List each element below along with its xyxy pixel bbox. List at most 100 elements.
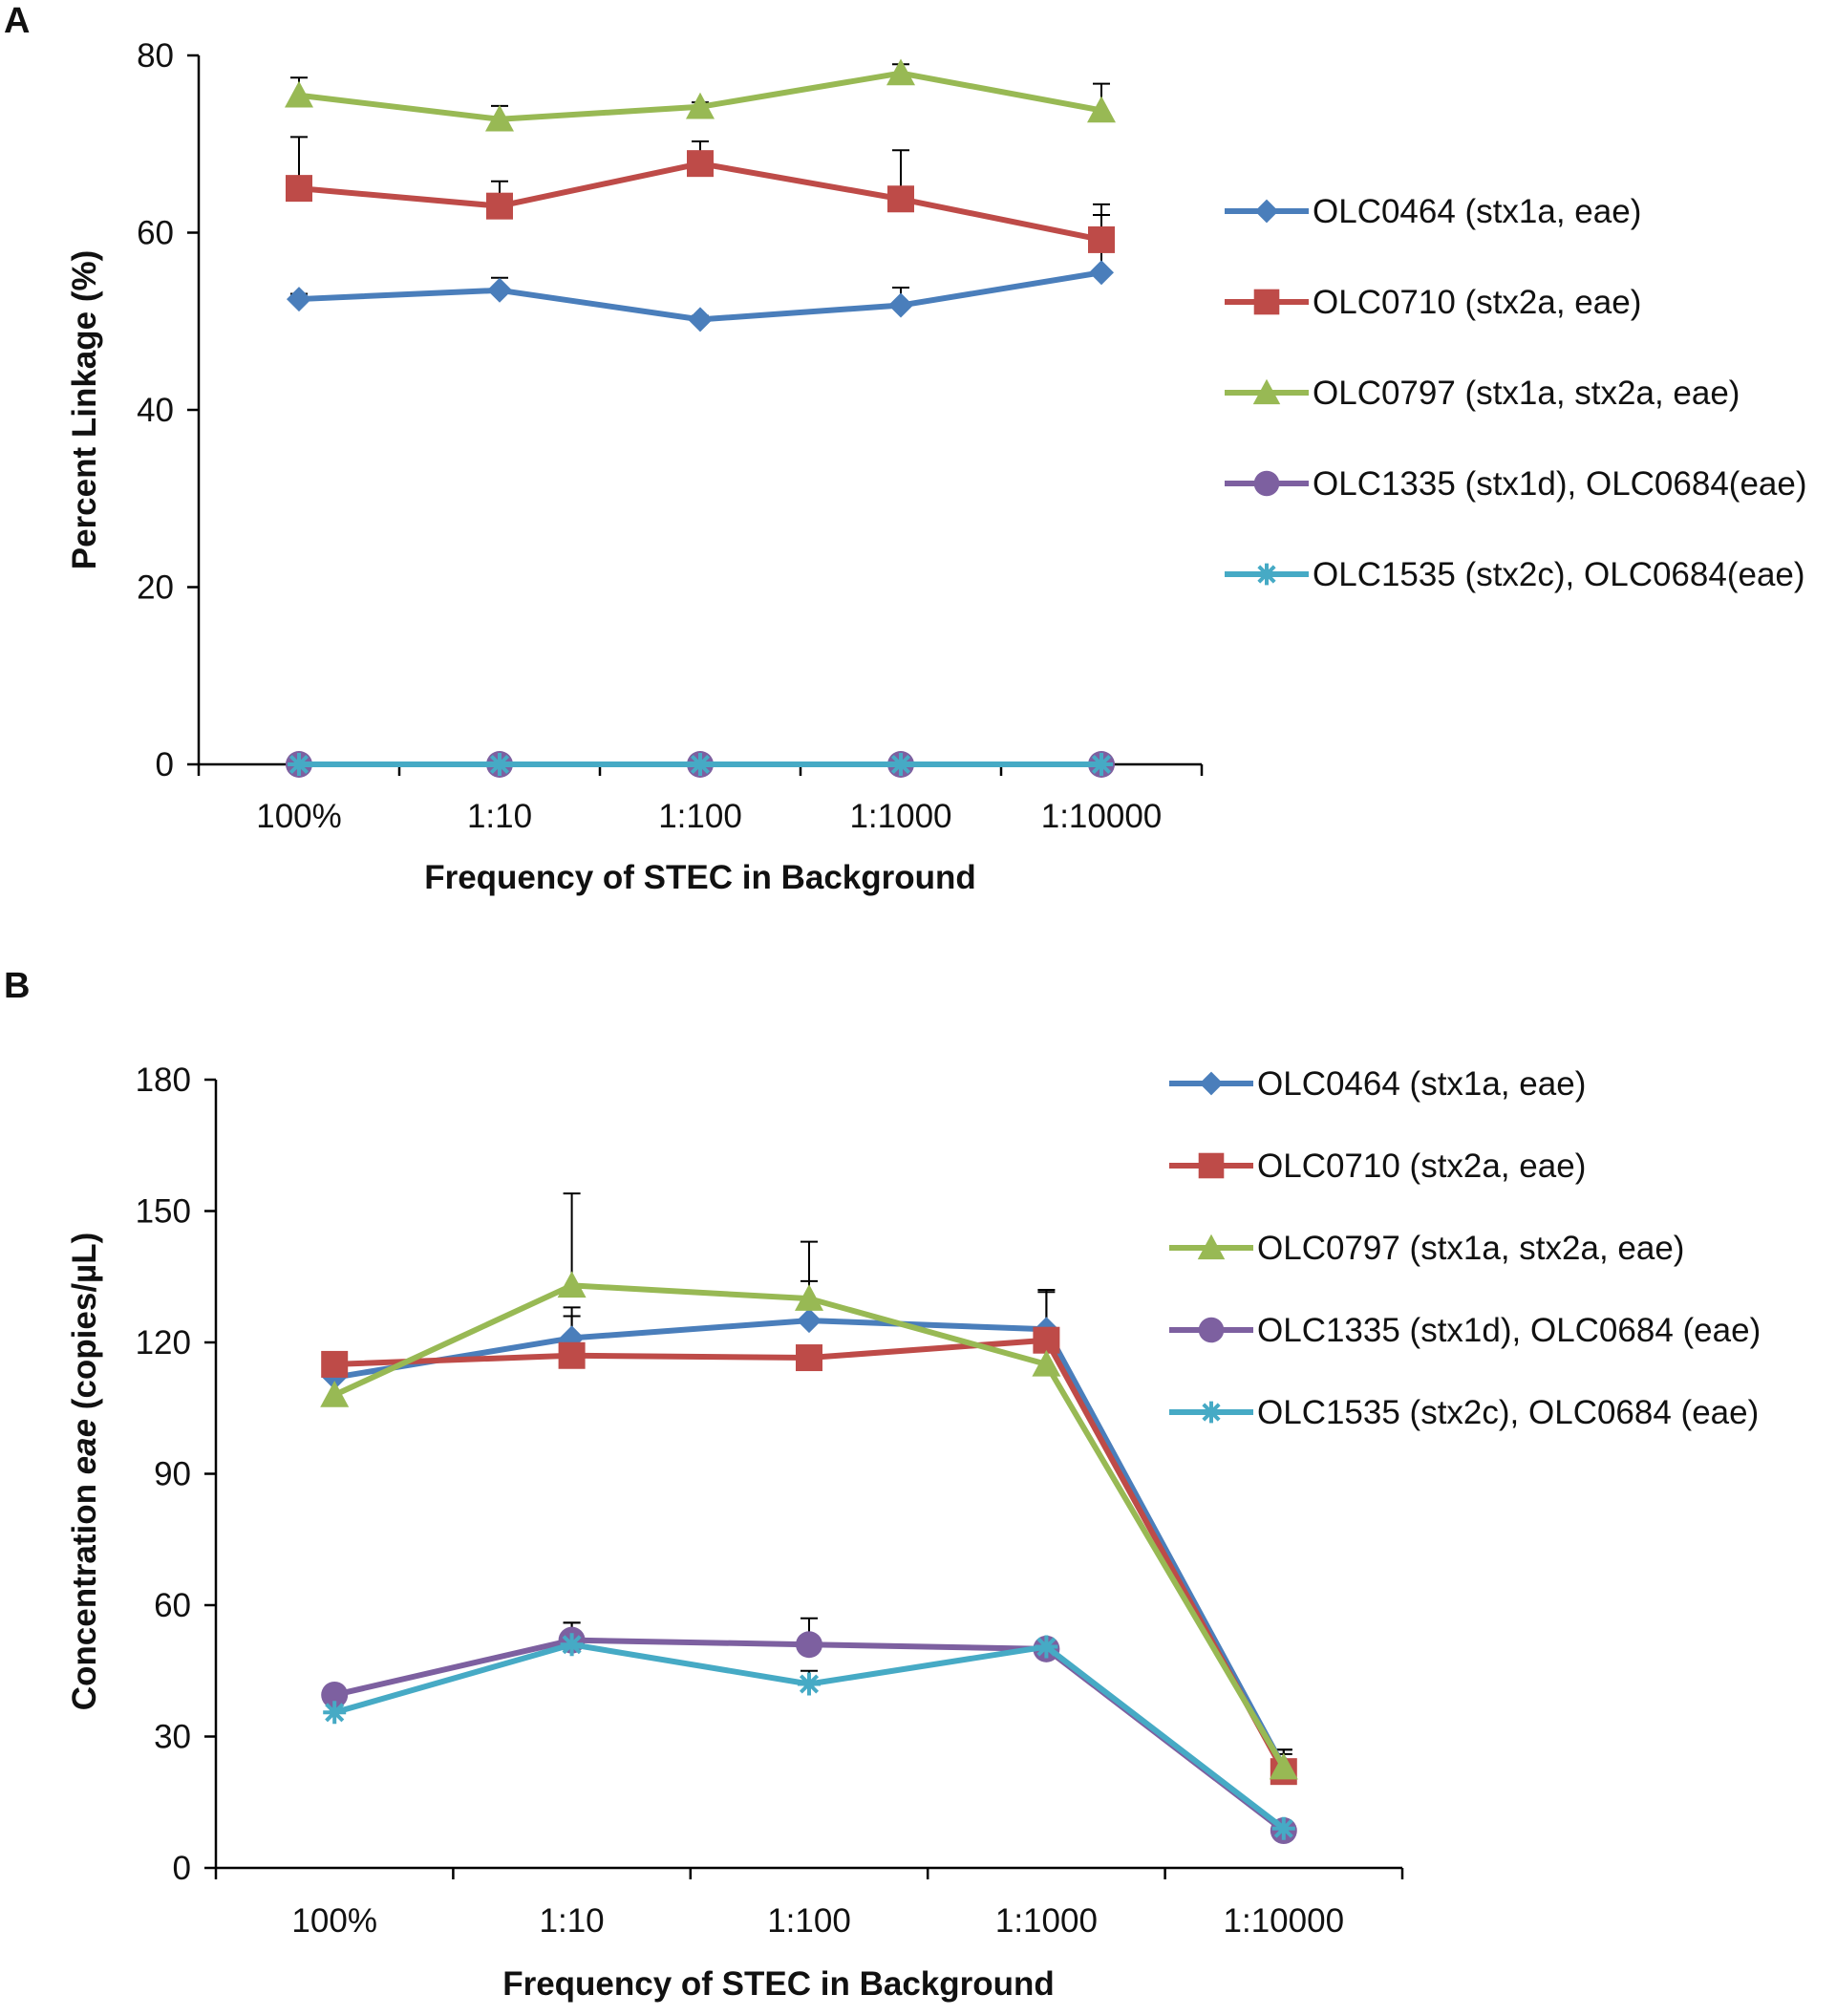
legend-item-5: OLC1535 (stx2c), OLC0684(eae) (1225, 556, 1805, 593)
y-tick-label: 0 (173, 1850, 191, 1887)
data-point (321, 1681, 349, 1708)
panel-label-b: B (4, 966, 30, 1006)
legend-marker (1200, 1401, 1223, 1424)
x-tick-label: 100% (256, 798, 342, 835)
data-point (888, 292, 913, 318)
legend-marker (1253, 289, 1280, 315)
legend-item-4: OLC1335 (stx1d), OLC0684(eae) (1225, 465, 1807, 503)
chart-b: 0 30 60 90 120 150 180 100% 1:10 1:100 1:1000 1:100… (66, 1062, 1761, 2003)
data-point (686, 92, 715, 119)
data-point (886, 58, 915, 86)
x-tick-label: 100% (291, 1902, 377, 1940)
legend-label: OLC0710 (stx2a, eae) (1313, 284, 1641, 321)
data-point (285, 80, 313, 108)
x-tick-label: 1:1000 (849, 798, 951, 835)
x-tick-label: 1:100 (767, 1902, 851, 1940)
legend-marker (1198, 1152, 1225, 1179)
legend-item-5: OLC1535 (stx2c), OLC0684 (eae) (1169, 1394, 1759, 1431)
data-point (486, 192, 513, 220)
y-tick-label: 80 (137, 37, 174, 75)
x-axis-title: Frequency of STEC in Background (502, 1965, 1055, 2003)
legend-item-2: OLC0710 (stx2a, eae) (1225, 284, 1641, 321)
legend-item-2: OLC0710 (stx2a, eae) (1169, 1147, 1586, 1185)
data-point (1032, 1349, 1061, 1377)
y-axis-title-suffix: (copies/µL) (66, 1233, 103, 1419)
legend-label: OLC1535 (stx2c), OLC0684 (eae) (1257, 1394, 1759, 1431)
legend-marker (1197, 1233, 1226, 1260)
data-point (1035, 1635, 1058, 1659)
series-3 (320, 1271, 1298, 1780)
data-point (487, 277, 512, 303)
y-tick-label: 60 (154, 1587, 191, 1624)
data-point (323, 1701, 347, 1725)
series-1 (287, 260, 1114, 332)
y-axis-title-italic: eae (66, 1419, 103, 1474)
data-point (560, 1633, 584, 1657)
y-tick-label: 0 (156, 746, 174, 783)
legend-label: OLC0464 (stx1a, eae) (1257, 1065, 1586, 1103)
x-tick-label: 1:10 (467, 798, 532, 835)
series-5 (288, 753, 1113, 776)
data-point (1087, 96, 1116, 123)
legend-item-1: OLC0464 (stx1a, eae) (1169, 1065, 1586, 1103)
legend-marker (1253, 470, 1280, 497)
data-point (689, 753, 712, 776)
data-point (1271, 1816, 1295, 1840)
series-2 (286, 150, 1115, 253)
y-tick-label: 120 (136, 1324, 191, 1362)
x-tick-label: 1:10000 (1224, 1902, 1345, 1940)
error-bars-series-5 (563, 1621, 818, 1684)
data-point (795, 1284, 823, 1311)
y-axis-title: Concentration eae (copies/µL) (66, 1233, 103, 1711)
data-point (321, 1350, 349, 1378)
legend-item-1: OLC0464 (stx1a, eae) (1225, 193, 1641, 230)
error-bars-series-2 (563, 1291, 1292, 1772)
series-line (334, 1337, 1287, 1773)
data-point (797, 1308, 822, 1334)
data-point (1089, 260, 1114, 286)
data-point (1033, 1326, 1060, 1354)
data-point (558, 1341, 586, 1369)
y-tick-label: 150 (136, 1193, 191, 1231)
legend-item-3: OLC0797 (stx1a, stx2a, eae) (1225, 375, 1740, 412)
data-point (485, 104, 514, 132)
y-tick-label: 20 (137, 569, 174, 607)
y-tick-label: 180 (136, 1062, 191, 1099)
legend-marker (1198, 1317, 1225, 1343)
y-tick-label: 30 (154, 1719, 191, 1756)
legend-marker (1252, 378, 1281, 405)
chart-a: 0 20 40 60 80 100% 1:10 1:100 1:1000 1:10000 Frequ… (66, 37, 1807, 896)
legend-marker (1199, 1071, 1224, 1096)
error-bars-series-3 (563, 1192, 1292, 1768)
data-point (1088, 225, 1115, 253)
legend-label: OLC0710 (stx2a, eae) (1257, 1147, 1586, 1185)
legend-label: OLC0797 (stx1a, stx2a, eae) (1257, 1230, 1684, 1267)
y-axis-title: Percent Linkage (%) (66, 250, 103, 570)
y-tick-label: 40 (137, 392, 174, 429)
legend-label: OLC1335 (stx1d), OLC0684(eae) (1313, 465, 1807, 503)
series-line (333, 1318, 1287, 1769)
series-4 (321, 1626, 1297, 1845)
data-point (286, 175, 312, 203)
legend-item-3: OLC0797 (stx1a, stx2a, eae) (1169, 1230, 1684, 1267)
error-bars-series-1 (290, 213, 1110, 320)
data-point (1269, 1752, 1298, 1780)
series-3 (285, 58, 1116, 132)
legend-label: OLC1535 (stx2c), OLC0684(eae) (1313, 556, 1805, 593)
data-point (557, 1271, 587, 1298)
series-5 (323, 1633, 1295, 1840)
x-tick-label: 1:100 (658, 798, 742, 835)
legend-label: OLC1335 (stx1d), OLC0684 (eae) (1257, 1312, 1761, 1349)
data-point (687, 150, 714, 178)
data-point (798, 1672, 821, 1696)
x-tick-label: 1:10000 (1041, 798, 1163, 835)
panel-label-a: A (4, 1, 30, 41)
y-tick-label: 90 (154, 1456, 191, 1493)
data-point (688, 307, 713, 332)
legend-label: OLC0464 (stx1a, eae) (1313, 193, 1641, 230)
legend-label: OLC0797 (stx1a, stx2a, eae) (1313, 375, 1740, 412)
x-axis-title: Frequency of STEC in Background (424, 859, 976, 896)
data-point (488, 753, 511, 776)
x-tick-label: 1:10 (540, 1902, 605, 1940)
